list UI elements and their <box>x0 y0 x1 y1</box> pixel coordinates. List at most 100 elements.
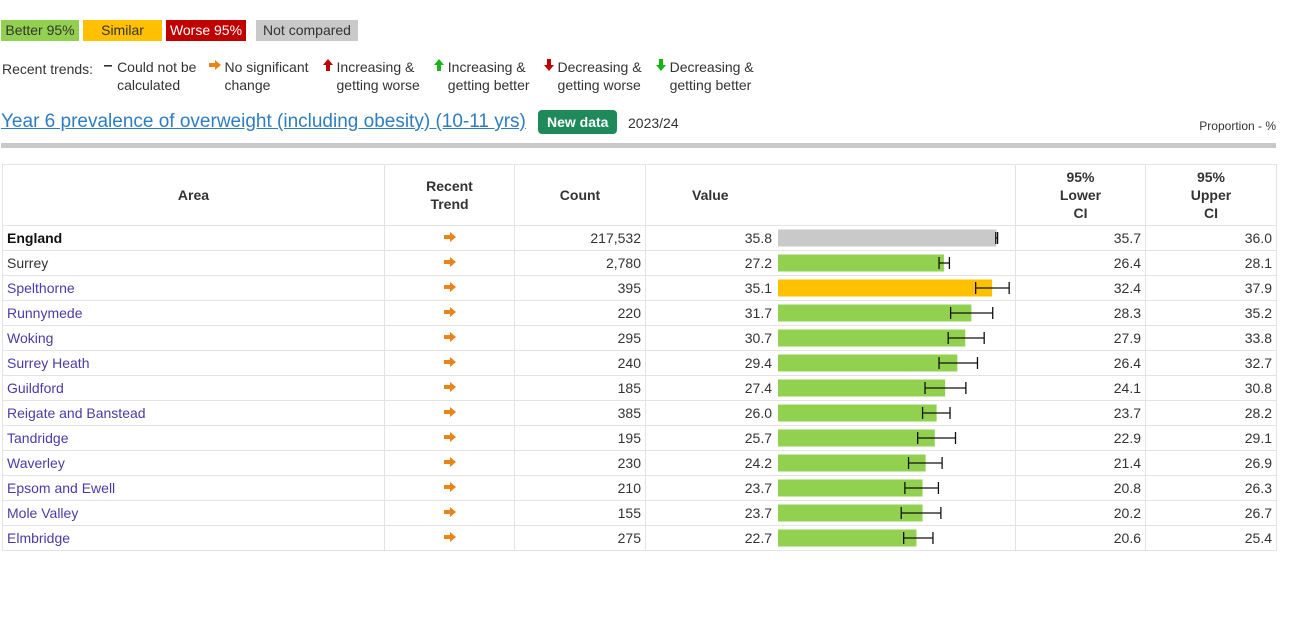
count-cell: 295 <box>514 325 646 351</box>
legend-worse: Worse 95% <box>166 20 246 41</box>
value-bar-chart <box>778 354 979 372</box>
trend-legend-text: Increasing & getting worse <box>336 59 420 93</box>
count-cell: 395 <box>514 275 646 301</box>
count-cell: 217,532 <box>514 225 646 251</box>
area-name[interactable]: Woking <box>2 325 385 351</box>
area-name[interactable]: Spelthorne <box>2 275 385 301</box>
lower-ci-cell: 26.4 <box>1015 250 1146 276</box>
lower-ci-cell: 26.4 <box>1015 350 1146 376</box>
legend-not-compared: Not compared <box>256 20 358 41</box>
arrow-right-orange-icon <box>443 281 457 296</box>
area-name[interactable]: Surrey Heath <box>2 350 385 376</box>
value-cell[interactable]: 27.2 <box>645 250 1016 276</box>
area-name[interactable]: Guildford <box>2 375 385 401</box>
value-bar-chart <box>778 429 957 447</box>
recent-trend-cell[interactable] <box>384 425 515 451</box>
table-header-row: Area Recent Trend Count Value 95% Lower … <box>2 164 1277 226</box>
value-cell[interactable]: 25.7 <box>645 425 1016 451</box>
trend-legend-item: Could not be calculated <box>101 58 196 94</box>
value-cell[interactable]: 23.7 <box>645 500 1016 526</box>
trend-legend-text: No significant change <box>224 59 309 93</box>
value-cell[interactable]: 23.7 <box>645 475 1016 501</box>
value-bar <box>778 229 997 247</box>
table-row: Surrey Heath 240 29.4 26.4 32.7 <box>2 350 1277 376</box>
area-name[interactable]: Epsom and Ewell <box>2 475 385 501</box>
value-number: 23.7 <box>744 480 772 496</box>
table-row: Epsom and Ewell 210 23.7 20.8 26.3 <box>2 475 1277 501</box>
value-number: 23.7 <box>744 505 772 521</box>
recent-trend-cell[interactable] <box>384 300 515 326</box>
lower-ci-cell: 32.4 <box>1015 275 1146 301</box>
table-row: Runnymede 220 31.7 28.3 35.2 <box>2 300 1277 326</box>
recent-trend-cell[interactable] <box>384 225 515 251</box>
area-name[interactable]: Tandridge <box>2 425 385 451</box>
upper-ci-cell: 26.9 <box>1145 450 1277 476</box>
table-row: Waverley 230 24.2 21.4 26.9 <box>2 450 1277 476</box>
area-name[interactable]: Runnymede <box>2 300 385 326</box>
header-recent-trend[interactable]: Recent Trend <box>384 164 515 226</box>
value-bar-chart <box>778 304 994 322</box>
significance-legend: Better 95% Similar Worse 95% Not compare… <box>1 20 362 41</box>
value-number: 35.8 <box>744 230 772 246</box>
trend-legend-text: Decreasing & getting worse <box>557 59 642 93</box>
recent-trend-cell[interactable] <box>384 325 515 351</box>
value-cell[interactable]: 35.8 <box>645 225 1016 251</box>
value-bar-chart <box>778 254 951 272</box>
recent-trend-cell[interactable] <box>384 500 515 526</box>
recent-trend-cell[interactable] <box>384 400 515 426</box>
indicator-title-link[interactable]: Year 6 prevalence of overweight (includi… <box>1 111 526 132</box>
value-number: 22.7 <box>744 530 772 546</box>
recent-trend-cell[interactable] <box>384 450 515 476</box>
value-cell[interactable]: 24.2 <box>645 450 1016 476</box>
area-name[interactable]: Reigate and Banstead <box>2 400 385 426</box>
value-number: 29.4 <box>744 355 772 371</box>
recent-trend-cell[interactable] <box>384 475 515 501</box>
value-bar <box>778 254 944 272</box>
count-cell: 230 <box>514 450 646 476</box>
lower-ci-cell: 24.1 <box>1015 375 1146 401</box>
table-row: Woking 295 30.7 27.9 33.8 <box>2 325 1277 351</box>
value-cell[interactable]: 29.4 <box>645 350 1016 376</box>
recent-trend-cell[interactable] <box>384 275 515 301</box>
value-number: 25.7 <box>744 430 772 446</box>
upper-ci-cell: 35.2 <box>1145 300 1277 326</box>
value-bar <box>778 279 993 297</box>
recent-trend-cell[interactable] <box>384 350 515 376</box>
header-upper-ci-label: 95% Upper CI <box>1190 169 1232 221</box>
recent-trend-cell[interactable] <box>384 250 515 276</box>
area-name[interactable]: Elmbridge <box>2 525 385 551</box>
value-bar <box>778 404 937 422</box>
trend-legend-text: Increasing & getting better <box>447 59 530 93</box>
header-count[interactable]: Count <box>514 164 646 226</box>
value-cell[interactable]: 35.1 <box>645 275 1016 301</box>
lower-ci-cell: 20.2 <box>1015 500 1146 526</box>
trend-legend-item: Increasing & getting worse <box>321 58 420 94</box>
arrow-right-orange-icon <box>443 456 457 471</box>
value-cell[interactable]: 22.7 <box>645 525 1016 551</box>
value-bar-chart <box>778 529 934 547</box>
value-cell[interactable]: 26.0 <box>645 400 1016 426</box>
area-name[interactable]: Waverley <box>2 450 385 476</box>
area-name[interactable]: Mole Valley <box>2 500 385 526</box>
arrow-right-orange-icon <box>443 431 457 446</box>
recent-trend-cell[interactable] <box>384 525 515 551</box>
header-recent-trend-label: Recent Trend <box>426 178 473 212</box>
lower-ci-cell: 20.6 <box>1015 525 1146 551</box>
header-lower-ci[interactable]: 95% Lower CI <box>1015 164 1146 226</box>
value-bar <box>778 354 958 372</box>
arrow-right-orange-icon <box>443 356 457 371</box>
header-value[interactable]: Value <box>645 164 1016 226</box>
recent-trend-cell[interactable] <box>384 375 515 401</box>
arrow-right-orange-icon <box>443 231 457 246</box>
value-cell[interactable]: 31.7 <box>645 300 1016 326</box>
header-area[interactable]: Area <box>2 164 385 226</box>
value-number: 26.0 <box>744 405 772 421</box>
upper-ci-cell: 28.1 <box>1145 250 1277 276</box>
area-name: England <box>2 225 385 251</box>
value-number: 35.1 <box>744 280 772 296</box>
header-upper-ci[interactable]: 95% Upper CI <box>1145 164 1277 226</box>
value-cell[interactable]: 27.4 <box>645 375 1016 401</box>
value-number: 27.4 <box>744 380 772 396</box>
value-cell[interactable]: 30.7 <box>645 325 1016 351</box>
value-bar-chart <box>778 504 942 522</box>
